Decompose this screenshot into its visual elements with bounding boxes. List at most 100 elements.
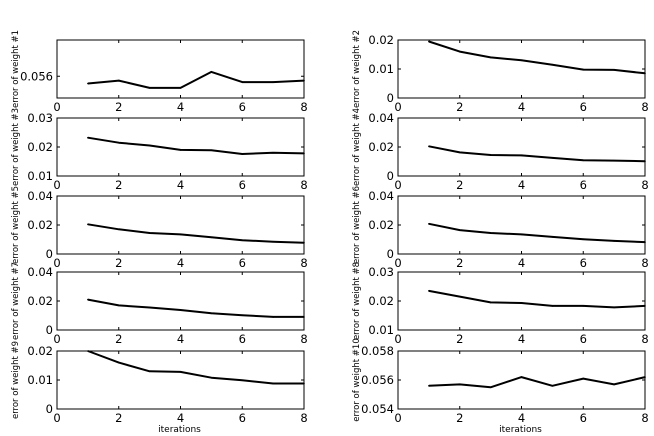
data-point-5-3 xyxy=(179,233,182,236)
series-line-1-0 xyxy=(87,70,305,89)
y-tick-label-4-1: 0.02 xyxy=(368,140,394,154)
series-line-10-0 xyxy=(428,376,646,389)
x-tick-label-5-3: 6 xyxy=(239,256,246,270)
data-point-6-4 xyxy=(551,236,554,238)
data-point-10-6 xyxy=(613,383,615,386)
data-point-2-0 xyxy=(428,40,430,43)
x-tick-label-6-2: 4 xyxy=(518,256,525,270)
subplot-8: 0 2 4 6 8 0.01 0.02 0.03 error of weight #8 xyxy=(352,262,649,346)
x-axis-label-9: iterations xyxy=(158,425,201,435)
subplot-2: 0 2 4 6 8 0 0.01 0.02 error of weight #2 xyxy=(352,30,649,114)
subplot-5: 0 2 4 6 8 0 0.02 0.04 error of weight #5 xyxy=(11,186,308,270)
x-tick-label-7-3: 6 xyxy=(239,332,246,346)
subplot-3: 0 2 4 6 8 0.01 0.02 0.03 error of weight #3 xyxy=(11,108,308,192)
x-tick-label-8-3: 6 xyxy=(580,332,587,346)
data-point-10-3 xyxy=(520,376,523,378)
data-point-3-4 xyxy=(210,149,213,151)
x-tick-label-7-0: 0 xyxy=(53,332,60,346)
data-point-8-1 xyxy=(458,295,461,298)
y-tick-label-9-2: 0.02 xyxy=(27,344,53,358)
y-tick-label-10-1: 0.056 xyxy=(361,373,394,387)
data-point-9-5 xyxy=(241,379,244,382)
data-point-2-1 xyxy=(458,50,461,53)
data-point-6-2 xyxy=(489,232,492,234)
data-point-4-5 xyxy=(582,159,585,162)
data-point-5-7 xyxy=(303,241,305,244)
y-tick-label-3-0: 0.01 xyxy=(27,169,53,183)
x-tick-label-8-1: 2 xyxy=(456,332,463,346)
x-tick-label-4-2: 4 xyxy=(518,178,525,192)
y-tick-label-2-1: 0.01 xyxy=(368,62,394,76)
y-tick-label-5-1: 0.02 xyxy=(27,218,53,232)
x-tick-label-3-2: 4 xyxy=(177,178,184,192)
x-tick-label-9-1: 2 xyxy=(115,411,122,425)
data-point-10-5 xyxy=(582,377,585,380)
y-tick-label-8-1: 0.02 xyxy=(368,294,394,308)
data-point-7-2 xyxy=(148,306,151,309)
data-point-2-4 xyxy=(551,63,554,66)
data-point-7-1 xyxy=(117,304,120,307)
y-axis-label-7: error of weight #7 xyxy=(11,262,21,340)
y-tick-label-5-2: 0.04 xyxy=(27,189,53,203)
data-point-8-0 xyxy=(428,290,430,292)
data-point-4-7 xyxy=(644,160,646,163)
series-line-6-0 xyxy=(428,222,646,244)
x-tick-label-2-3: 6 xyxy=(580,100,587,114)
y-tick-label-6-0: 0 xyxy=(387,247,394,261)
series-line-9-0 xyxy=(87,350,304,385)
y-tick-label-6-2: 0.04 xyxy=(368,189,394,203)
series-line-5-0 xyxy=(87,223,305,244)
data-point-2-5 xyxy=(582,68,585,71)
x-tick-label-3-4: 8 xyxy=(300,178,307,192)
y-tick-label-3-1: 0.02 xyxy=(27,140,53,154)
y-tick-label-2-0: 0 xyxy=(387,91,394,105)
data-point-8-3 xyxy=(520,302,523,304)
data-point-9-2 xyxy=(148,370,151,373)
x-axis-label-10: iterations xyxy=(499,425,542,435)
subplot-4: 0 2 4 6 8 0 0.02 0.04 error of weight #4 xyxy=(352,108,649,192)
y-tick-label-6-1: 0.02 xyxy=(368,218,394,232)
data-point-10-0 xyxy=(428,385,430,387)
x-tick-label-4-3: 6 xyxy=(580,178,587,192)
plot-frame-9 xyxy=(56,350,305,410)
data-point-3-0 xyxy=(87,136,89,139)
y-tick-label-7-0: 0 xyxy=(46,323,53,337)
x-tick-label-8-0: 0 xyxy=(394,332,401,346)
x-tick-label-1-0: 0 xyxy=(53,100,60,114)
y-tick-label-10-2: 0.058 xyxy=(361,344,394,358)
x-tick-label-9-3: 6 xyxy=(239,411,246,425)
plot-frame-8 xyxy=(397,271,646,331)
data-point-4-6 xyxy=(613,159,615,162)
y-axis-label-5: error of weight #5 xyxy=(11,186,21,264)
x-tick-label-4-0: 0 xyxy=(394,178,401,192)
data-point-4-3 xyxy=(520,154,523,157)
x-tick-label-9-4: 8 xyxy=(300,411,307,425)
data-point-5-6 xyxy=(272,240,274,243)
y-axis-label-1: error of weight #1 xyxy=(11,30,21,108)
data-point-4-4 xyxy=(551,157,554,159)
data-point-7-6 xyxy=(272,316,274,318)
x-tick-label-5-1: 2 xyxy=(115,256,122,270)
x-tick-label-10-1: 2 xyxy=(456,411,463,425)
data-point-5-1 xyxy=(117,228,120,231)
data-point-1-7 xyxy=(303,79,305,82)
data-point-9-3 xyxy=(179,371,182,373)
x-tick-label-1-3: 6 xyxy=(239,100,246,114)
data-point-8-2 xyxy=(489,301,492,304)
x-tick-label-7-1: 2 xyxy=(115,332,122,346)
data-point-1-0 xyxy=(87,82,89,85)
x-tick-label-1-4: 8 xyxy=(300,100,307,114)
data-point-2-6 xyxy=(613,69,615,71)
y-axis-label-9: error of weight #9 xyxy=(11,341,21,419)
y-axis-label-4: error of weight #4 xyxy=(352,108,362,186)
y-axis-label-10: error of weight #10 xyxy=(352,338,362,421)
data-point-6-0 xyxy=(428,223,430,225)
data-point-8-4 xyxy=(551,305,554,307)
data-point-4-0 xyxy=(428,145,430,148)
data-point-1-2 xyxy=(148,87,151,89)
data-point-9-0 xyxy=(87,350,89,352)
data-point-6-7 xyxy=(644,241,646,243)
y-axis-label-8: error of weight #8 xyxy=(352,262,362,340)
x-tick-label-5-0: 0 xyxy=(53,256,60,270)
